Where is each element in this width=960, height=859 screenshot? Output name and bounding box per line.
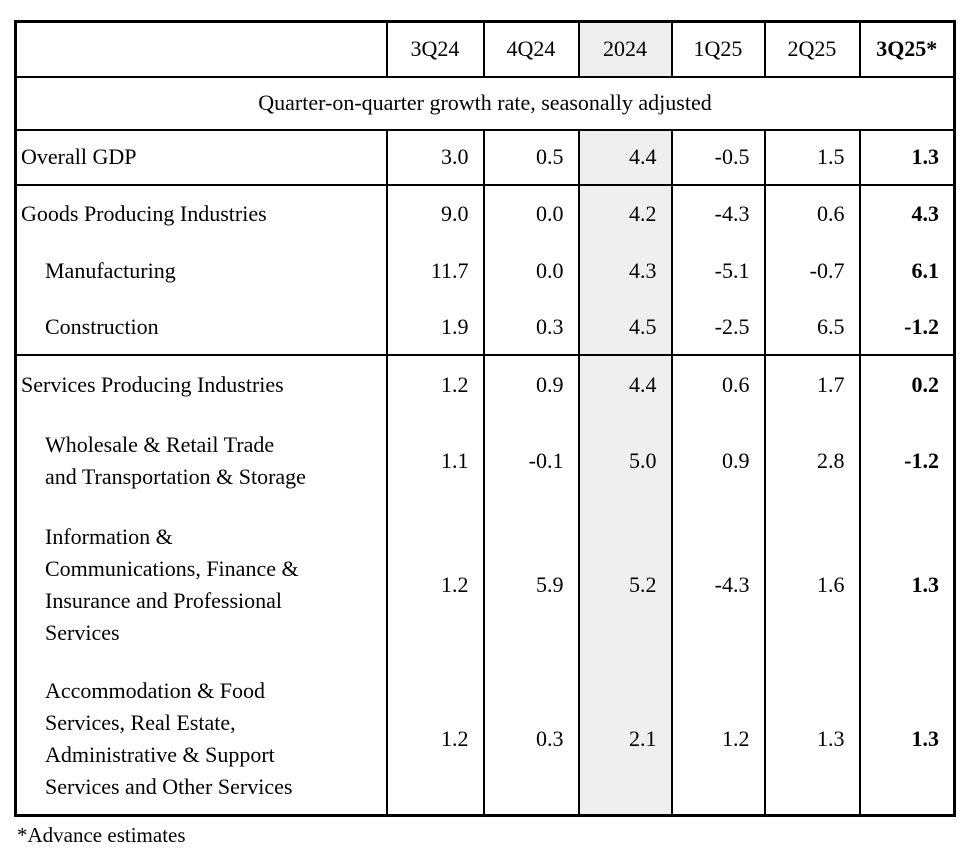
value-cell: 0.0 [482,184,579,242]
value-cell: -1.2 [858,414,955,507]
value-cell: 1.1 [385,414,484,507]
value-cell: 5.9 [482,506,579,664]
table-row: Services Producing Industries 1.2 0.9 4.… [16,354,955,415]
value-cell: 1.2 [385,506,484,664]
row-label: Services Producing Industries [16,355,387,415]
value-cell: 4.4 [577,354,672,415]
value-cell: 1.3 [858,129,955,185]
column-header-3q24: 3Q24 [385,21,484,78]
value-cell: 1.3 [858,506,955,664]
row-label: Wholesale & Retail Trade and Transportat… [16,415,387,507]
table-row: Accommodation & Food Services, Real Esta… [16,663,955,816]
value-cell: 0.2 [858,354,955,415]
value-cell: 9.0 [385,184,484,242]
row-label: Manufacturing [16,242,387,300]
value-cell: 1.2 [385,663,484,816]
value-cell: 1.6 [763,506,860,664]
value-cell: 0.3 [482,663,579,816]
value-cell: 4.2 [577,184,672,242]
footnote: *Advance estimates [17,823,186,847]
table-header: 3Q24 4Q24 2024 1Q25 2Q25 3Q25* Quarter-o… [15,21,955,131]
value-cell: -5.1 [670,241,765,300]
row-label-text: Services, Real Estate, [45,709,236,735]
column-header-1q25: 1Q25 [670,21,765,78]
value-cell: -1.2 [858,299,955,355]
row-label-text: Construction [45,313,159,339]
gdp-growth-table: 3Q24 4Q24 2024 1Q25 2Q25 3Q25* Quarter-o… [14,20,956,817]
value-cell: 1.2 [385,354,484,415]
row-label-text: Services and Other Services [45,773,293,799]
value-cell: 0.0 [482,241,579,300]
value-cell: 0.9 [482,354,579,415]
value-cell: 2.1 [577,663,672,816]
section-services-producing: Services Producing Industries 1.2 0.9 4.… [15,354,955,816]
row-label-text: Information & [45,524,173,549]
column-header-2024: 2024 [577,21,672,78]
value-cell: -0.7 [763,241,860,300]
row-label-text: and Transportation & Storage [45,463,306,489]
row-label-text: Communications, Finance & [45,556,299,581]
row-label: Accommodation & Food Services, Real Esta… [16,664,387,816]
corner-cell [15,21,387,78]
table-row: Wholesale & Retail Trade and Transportat… [16,414,955,507]
value-cell: 6.1 [858,241,955,300]
value-cell: -0.1 [482,414,579,507]
value-cell: 4.5 [577,299,672,355]
value-cell: -4.3 [670,506,765,664]
value-cell: -2.5 [670,299,765,355]
value-cell: 1.7 [763,354,860,415]
value-cell: 2.8 [763,414,860,507]
row-label-text: Overall GDP [21,144,137,169]
value-cell: 4.3 [858,184,955,242]
table-row: Information & Communications, Finance & … [16,506,955,664]
value-cell: 1.9 [385,299,484,355]
table-row: Construction 1.9 0.3 4.5 -2.5 6.5 -1.2 [16,299,955,355]
value-cell: 1.2 [670,663,765,816]
value-cell: -0.5 [670,129,765,185]
column-header-4q24: 4Q24 [482,21,579,78]
row-label: Overall GDP [16,130,387,185]
row-label: Goods Producing Industries [16,185,387,242]
subheader-row: Quarter-on-quarter growth rate, seasonal… [15,76,955,131]
value-cell: -4.3 [670,184,765,242]
section-overall-gdp: Overall GDP 3.0 0.5 4.4 -0.5 1.5 1.3 [15,129,955,185]
value-cell: 0.6 [763,184,860,242]
row-label-text: Wholesale & Retail Trade [45,431,275,457]
value-cell: 5.0 [577,414,672,507]
value-cell: 4.3 [577,241,672,300]
value-cell: 0.5 [482,129,579,185]
column-header-row: 3Q24 4Q24 2024 1Q25 2Q25 3Q25* [15,21,955,78]
row-label-text: Insurance and Professional [45,588,283,613]
row-label-text: Services [45,620,120,645]
subheader-text: Quarter-on-quarter growth rate, seasonal… [15,76,955,131]
value-cell: 6.5 [763,299,860,355]
table-row: Goods Producing Industries 9.0 0.0 4.2 -… [16,184,955,242]
value-cell: 3.0 [385,129,484,185]
value-cell: 4.4 [577,129,672,185]
value-cell: 0.9 [670,414,765,507]
table-row: Overall GDP 3.0 0.5 4.4 -0.5 1.5 1.3 [16,129,955,185]
row-label: Information & Communications, Finance & … [16,507,387,664]
row-label-text: Manufacturing [45,257,176,283]
value-cell: 1.3 [858,663,955,816]
value-cell: 5.2 [577,506,672,664]
column-header-3q25: 3Q25* [858,21,955,78]
section-goods-producing: Goods Producing Industries 9.0 0.0 4.2 -… [15,184,955,355]
column-header-2q25: 2Q25 [763,21,860,78]
row-label-text: Administrative & Support [45,741,275,767]
table-row: Manufacturing 11.7 0.0 4.3 -5.1 -0.7 6.1 [16,241,955,300]
value-cell: 11.7 [385,241,484,300]
value-cell: 1.5 [763,129,860,185]
value-cell: 0.6 [670,354,765,415]
row-label-text: Services Producing Industries [21,372,284,397]
value-cell: 1.3 [763,663,860,816]
row-label: Construction [16,300,387,355]
value-cell: 0.3 [482,299,579,355]
row-label-text: Goods Producing Industries [21,200,267,226]
row-label-text: Accommodation & Food [45,677,265,703]
